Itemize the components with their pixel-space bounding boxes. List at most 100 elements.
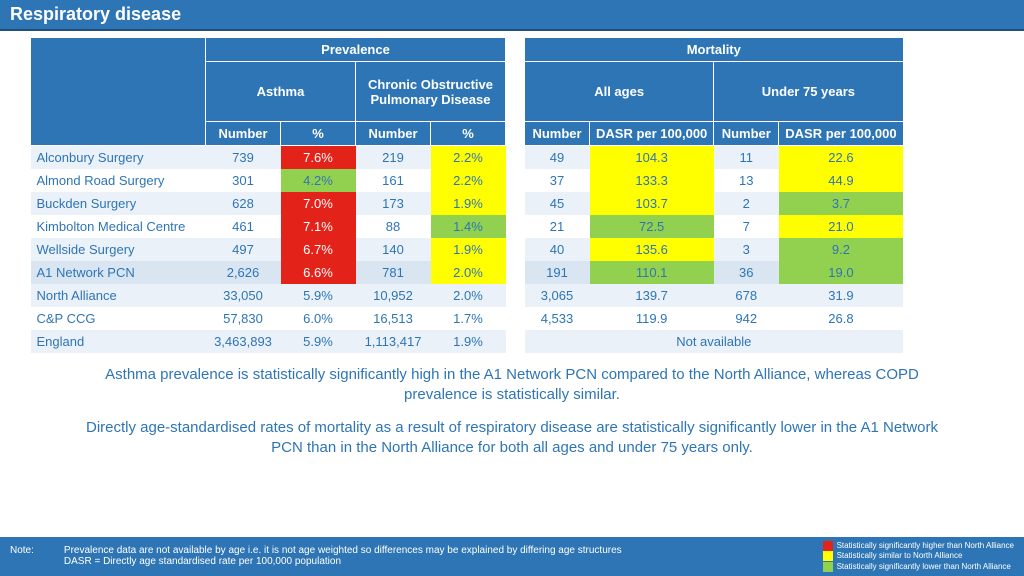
legend-text: Statistically significantly higher than …: [837, 541, 1014, 551]
table-row: North Alliance33,0505.9%10,9522.0%: [31, 284, 506, 307]
col-copd-pct: %: [431, 122, 506, 146]
table-row: A1 Network PCN2,6266.6%7812.0%: [31, 261, 506, 284]
data-cell: 7.6%: [281, 146, 356, 170]
data-cell: 26.8: [779, 307, 903, 330]
data-cell: 103.7: [590, 192, 714, 215]
row-label: Alconbury Surgery: [31, 146, 206, 170]
asthma-header: Asthma: [206, 62, 356, 122]
data-cell: 781: [356, 261, 431, 284]
data-cell: 191: [525, 261, 590, 284]
row-label: England: [31, 330, 206, 353]
data-cell: 5.9%: [281, 330, 356, 353]
mortality-header: Mortality: [525, 38, 904, 62]
footer: Note: Prevalence data are not available …: [0, 537, 1024, 576]
data-cell: 1.9%: [431, 330, 506, 353]
note-label: Note:: [10, 545, 34, 567]
table-row: 4,533119.994226.8: [525, 307, 904, 330]
page-title: Respiratory disease: [0, 0, 1024, 31]
data-cell: 6.7%: [281, 238, 356, 261]
data-cell: 6.6%: [281, 261, 356, 284]
table-row: 49104.31122.6: [525, 146, 904, 170]
data-cell: 942: [714, 307, 779, 330]
note-line-2: DASR = Directly age standardised rate pe…: [64, 556, 341, 567]
data-cell: 9.2: [779, 238, 903, 261]
commentary-line-2: Directly age-standardised rates of morta…: [70, 418, 954, 459]
data-cell: 37: [525, 169, 590, 192]
data-cell: 4.2%: [281, 169, 356, 192]
row-label: C&P CCG: [31, 307, 206, 330]
data-cell: 21.0: [779, 215, 903, 238]
legend-swatch: [823, 551, 833, 561]
table-row: 37133.31344.9: [525, 169, 904, 192]
not-available-cell: Not available: [525, 330, 904, 353]
data-cell: 161: [356, 169, 431, 192]
data-cell: 140: [356, 238, 431, 261]
row-label: North Alliance: [31, 284, 206, 307]
table-row: 40135.639.2: [525, 238, 904, 261]
data-cell: 16,513: [356, 307, 431, 330]
data-cell: 49: [525, 146, 590, 170]
data-cell: 2,626: [206, 261, 281, 284]
table-row: Not available: [525, 330, 904, 353]
data-cell: 22.6: [779, 146, 903, 170]
allages-header: All ages: [525, 62, 714, 122]
col-asthma-pct: %: [281, 122, 356, 146]
data-cell: 104.3: [590, 146, 714, 170]
table-row: 3,065139.767831.9: [525, 284, 904, 307]
mortality-table: Mortality All ages Under 75 years Number…: [524, 37, 904, 353]
legend-text: Statistically similar to North Alliance: [837, 551, 963, 561]
table-row: Alconbury Surgery7397.6%2192.2%: [31, 146, 506, 170]
data-cell: 7.0%: [281, 192, 356, 215]
data-cell: 72.5: [590, 215, 714, 238]
data-cell: 3.7: [779, 192, 903, 215]
table-row: Kimbolton Medical Centre4617.1%881.4%: [31, 215, 506, 238]
data-cell: 3,065: [525, 284, 590, 307]
table-row: Buckden Surgery6287.0%1731.9%: [31, 192, 506, 215]
row-label: Wellside Surgery: [31, 238, 206, 261]
table-row: England3,463,8935.9%1,113,4171.9%: [31, 330, 506, 353]
note-line-1: Prevalence data are not available by age…: [64, 545, 622, 556]
data-cell: 139.7: [590, 284, 714, 307]
data-cell: 1.7%: [431, 307, 506, 330]
note-text: Prevalence data are not available by age…: [64, 545, 622, 567]
data-cell: 739: [206, 146, 281, 170]
data-cell: 33,050: [206, 284, 281, 307]
data-cell: 110.1: [590, 261, 714, 284]
data-cell: 628: [206, 192, 281, 215]
commentary-line-1: Asthma prevalence is statistically signi…: [70, 365, 954, 406]
data-cell: 301: [206, 169, 281, 192]
main-content: Prevalence Asthma Chronic Obstructive Pu…: [0, 31, 1024, 458]
table-row: Wellside Surgery4976.7%1401.9%: [31, 238, 506, 261]
prevalence-header: Prevalence: [206, 38, 506, 62]
data-cell: 1.9%: [431, 192, 506, 215]
col-u75-dasr: DASR per 100,000: [779, 122, 903, 146]
legend-text: Statistically significantly lower than N…: [837, 562, 1011, 572]
table-row: Almond Road Surgery3014.2%1612.2%: [31, 169, 506, 192]
table-row: 191110.13619.0: [525, 261, 904, 284]
data-cell: 3: [714, 238, 779, 261]
data-cell: 678: [714, 284, 779, 307]
data-cell: 4,533: [525, 307, 590, 330]
data-cell: 44.9: [779, 169, 903, 192]
data-cell: 11: [714, 146, 779, 170]
data-cell: 135.6: [590, 238, 714, 261]
data-cell: 2.2%: [431, 146, 506, 170]
data-cell: 133.3: [590, 169, 714, 192]
table-row: 45103.723.7: [525, 192, 904, 215]
data-cell: 1.4%: [431, 215, 506, 238]
legend-item: Statistically similar to North Alliance: [823, 551, 1014, 561]
data-cell: 10,952: [356, 284, 431, 307]
data-cell: 7: [714, 215, 779, 238]
data-cell: 173: [356, 192, 431, 215]
legend-swatch: [823, 562, 833, 572]
data-cell: 19.0: [779, 261, 903, 284]
data-cell: 57,830: [206, 307, 281, 330]
data-cell: 36: [714, 261, 779, 284]
data-cell: 3,463,893: [206, 330, 281, 353]
data-cell: 40: [525, 238, 590, 261]
data-cell: 6.0%: [281, 307, 356, 330]
data-cell: 45: [525, 192, 590, 215]
data-cell: 497: [206, 238, 281, 261]
data-cell: 13: [714, 169, 779, 192]
data-cell: 219: [356, 146, 431, 170]
